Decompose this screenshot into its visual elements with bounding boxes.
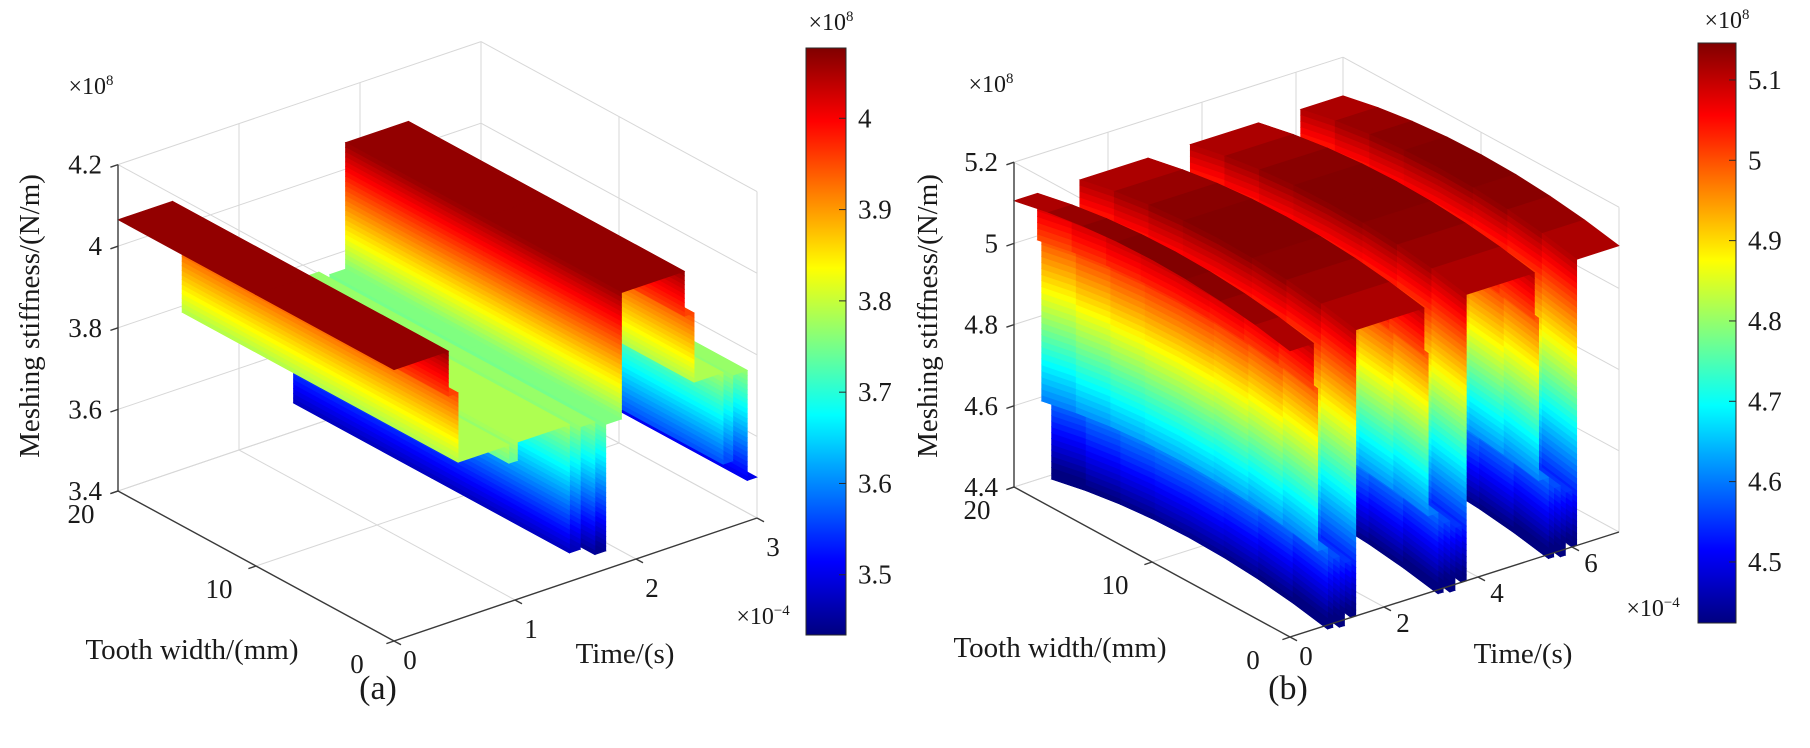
z-axis-title-a: Meshing stiffness/(N/m) <box>14 174 46 458</box>
axes-b <box>1006 161 1620 642</box>
z-exponent-label-a: ×108 <box>68 73 114 100</box>
axes-a <box>110 163 765 646</box>
x-tick-b: 6 <box>1584 548 1598 578</box>
x-axis-title-b: Time/(s) <box>1473 638 1573 670</box>
colorbar-a: 3.5 3.6 3.7 3.8 3.9 4 <box>805 47 892 636</box>
x-tick-b: 2 <box>1396 608 1410 638</box>
z-tick-a: 3.8 <box>68 313 102 343</box>
y-axis-title-b: Tooth width/(mm) <box>953 632 1167 664</box>
z-tick-a: 3.4 <box>68 476 102 506</box>
y-tick-a: 0 <box>350 649 364 679</box>
tick-labels-a: 3.4 3.6 3.8 4 4.2 0 10 20 0 1 2 3 <box>68 150 780 679</box>
x-exponent-label-a: ×10−4 <box>736 603 790 630</box>
y-tick-b: 20 <box>964 495 991 525</box>
z-exponent-label-b: ×108 <box>968 71 1014 98</box>
z-tick-a: 3.6 <box>68 394 102 424</box>
y-axis-title-a: Tooth width/(mm) <box>85 634 299 666</box>
colorbar-tick-b: 4.8 <box>1748 306 1782 336</box>
colorbar-tick-b: 5.1 <box>1748 65 1782 95</box>
x-tick-b: 0 <box>1299 641 1313 671</box>
z-tick-b: 4.8 <box>964 310 998 340</box>
z-tick-b: 4.6 <box>964 391 998 421</box>
x-exponent-label-b: ×10−4 <box>1626 595 1680 622</box>
x-tick-a: 3 <box>766 532 780 562</box>
z-tick-b: 4.4 <box>964 472 998 502</box>
colorbar-tick-a: 3.9 <box>858 195 892 225</box>
colorbar-tick-a: 3.7 <box>858 377 892 407</box>
z-tick-b: 5.2 <box>964 147 998 177</box>
colorbar-tick-b: 4.9 <box>1748 226 1782 256</box>
colorbar-b: 4.5 4.6 4.7 4.8 4.9 5 5.1 <box>1697 42 1782 624</box>
colorbar-tick-a: 3.8 <box>858 286 892 316</box>
z-tick-a: 4.2 <box>68 150 102 180</box>
surface-a <box>117 120 758 556</box>
colorbar-tick-b: 4.7 <box>1748 386 1782 416</box>
colorbar-tick-a: 3.6 <box>858 468 892 498</box>
x-axis-title-a: Time/(s) <box>575 638 675 670</box>
z-tick-b: 5 <box>985 228 999 258</box>
z-axis-title-b: Meshing stiffness/(N/m) <box>912 174 944 458</box>
colorbar-exponent-b: ×108 <box>1704 7 1750 34</box>
colorbar-tick-b: 4.6 <box>1748 467 1782 497</box>
colorbar-tick-b: 5 <box>1748 145 1762 175</box>
colorbar-exponent-a: ×108 <box>808 9 854 36</box>
z-tick-a: 4 <box>89 231 103 261</box>
x-tick-a: 2 <box>645 573 659 603</box>
colorbar-tick-b: 4.5 <box>1748 547 1782 577</box>
surface-b <box>1012 95 1620 630</box>
y-tick-a: 10 <box>206 574 233 604</box>
y-tick-a: 20 <box>68 499 95 529</box>
y-tick-b: 10 <box>1102 570 1129 600</box>
colorbar-tick-a: 4 <box>858 103 872 133</box>
caption-b: (b) <box>1268 670 1308 707</box>
colorbar-tick-a: 3.5 <box>858 560 892 590</box>
caption-a: (a) <box>359 670 397 707</box>
x-tick-b: 4 <box>1490 578 1504 608</box>
tick-labels-b: 4.4 4.6 4.8 5 5.2 0 10 20 0 2 4 6 <box>964 147 1598 675</box>
y-tick-b: 0 <box>1246 645 1260 675</box>
x-tick-a: 0 <box>403 645 417 675</box>
x-tick-a: 1 <box>524 614 538 644</box>
